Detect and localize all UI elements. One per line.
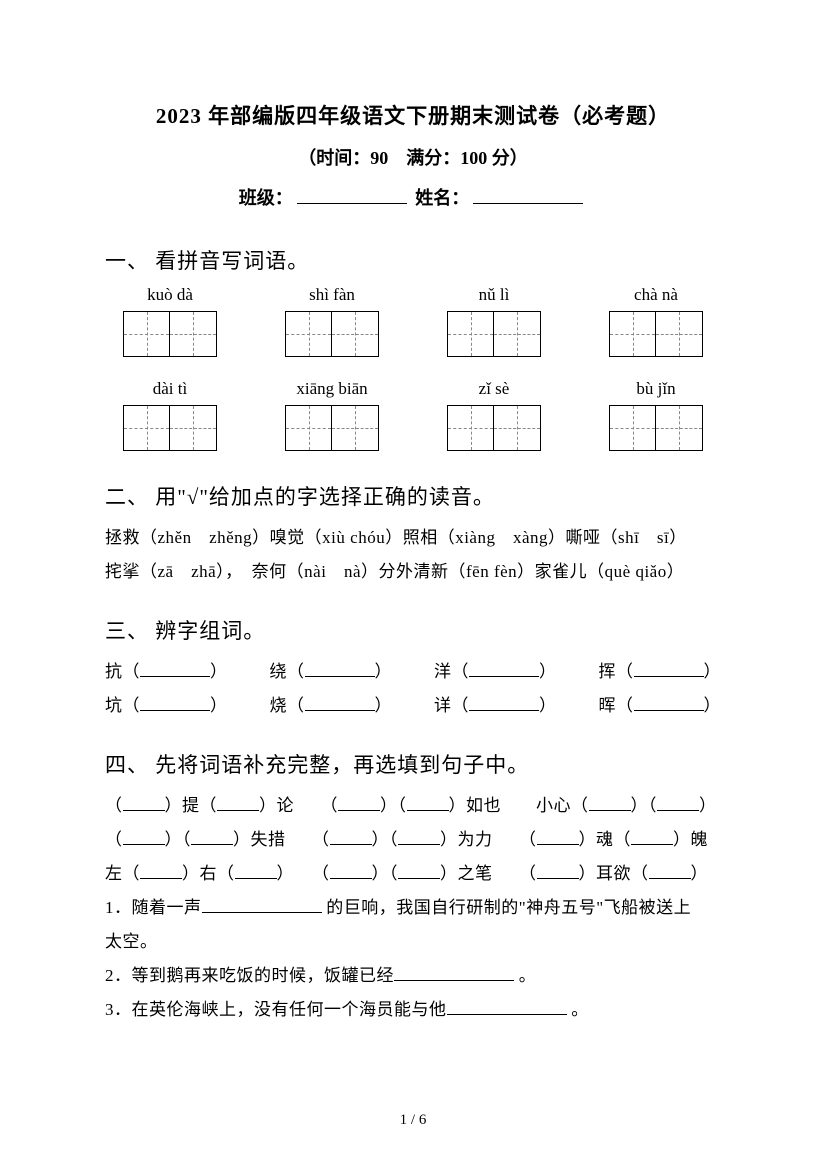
section-4-row-3: 左（）右（） （）（）之笔 （）耳欲（） <box>105 857 721 891</box>
fill-blank[interactable] <box>447 998 567 1015</box>
pinyin-item: kuò dà <box>105 285 235 361</box>
char-box[interactable] <box>285 405 379 451</box>
student-fields: 班级： 姓名： <box>105 184 721 210</box>
fill-blank[interactable] <box>589 794 631 811</box>
pinyin-label: dài tì <box>105 379 235 399</box>
section-3-title: 三、 辨字组词。 <box>105 615 721 645</box>
fill-blank[interactable] <box>123 828 165 845</box>
section-2-line-2: 挓挲（zā zhā）， 奈何（nài nà）分外清新（fēn fèn）家雀儿（q… <box>105 555 721 589</box>
pinyin-label: zǐ sè <box>429 379 559 399</box>
fill-blank[interactable] <box>649 862 691 879</box>
exam-title: 2023 年部编版四年级语文下册期末测试卷（必考题） <box>105 100 721 130</box>
section-1: 一、 看拼音写词语。 kuò dà shì fàn nǔ lì chà nà d… <box>105 245 721 455</box>
section-4: 四、 先将词语补充完整，再选填到句子中。 （）提（）论 （）（）如也 小心（）（… <box>105 749 721 1027</box>
char-box[interactable] <box>447 311 541 357</box>
fill-blank[interactable] <box>330 862 372 879</box>
char-box[interactable] <box>447 405 541 451</box>
name-blank[interactable] <box>473 203 583 204</box>
fill-blank[interactable] <box>305 660 375 677</box>
fill-blank[interactable] <box>469 694 539 711</box>
fill-blank[interactable] <box>217 794 259 811</box>
bianzi-row-1: 抗（） 绕（） 洋（） 挥（） <box>105 655 721 689</box>
section-1-title: 一、 看拼音写词语。 <box>105 245 721 275</box>
fill-blank[interactable] <box>634 694 704 711</box>
fill-blank[interactable] <box>537 862 579 879</box>
section-4-q1c: 太空。 <box>105 925 721 959</box>
char-box[interactable] <box>285 311 379 357</box>
page-number: 1 / 6 <box>0 1112 826 1129</box>
fill-blank[interactable] <box>202 896 322 913</box>
fill-blank[interactable] <box>657 794 699 811</box>
char-box[interactable] <box>123 405 217 451</box>
char-box[interactable] <box>609 311 703 357</box>
pinyin-row-2: dài tì xiāng biān zǐ sè bù jǐn <box>105 379 721 455</box>
fill-blank[interactable] <box>191 828 233 845</box>
bianzi-char: 挥 <box>599 662 617 681</box>
fill-blank[interactable] <box>537 828 579 845</box>
section-4-q3: 3．在英伦海峡上，没有任何一个海员能与他 。 <box>105 993 721 1027</box>
fill-blank[interactable] <box>140 694 210 711</box>
fill-blank[interactable] <box>398 862 440 879</box>
fill-blank[interactable] <box>123 794 165 811</box>
fill-blank[interactable] <box>469 660 539 677</box>
exam-subtitle: （时间：90 满分：100 分） <box>105 144 721 170</box>
bianzi-char: 绕 <box>270 662 288 681</box>
section-2-title: 二、 用"√"给加点的字选择正确的读音。 <box>105 481 721 511</box>
pinyin-item: shì fàn <box>267 285 397 361</box>
fill-blank[interactable] <box>398 828 440 845</box>
fill-blank[interactable] <box>140 660 210 677</box>
section-2-line-1: 拯救（zhěn zhěng）嗅觉（xiù chóu）照相（xiàng xàng）… <box>105 521 721 555</box>
bianzi-row-2: 坑（） 烧（） 详（） 晖（） <box>105 689 721 723</box>
section-4-row-2: （）（）失措 （）（）为力 （）魂（）魄 <box>105 823 721 857</box>
pinyin-label: bù jǐn <box>591 379 721 399</box>
fill-blank[interactable] <box>631 828 673 845</box>
pinyin-row-1: kuò dà shì fàn nǔ lì chà nà <box>105 285 721 361</box>
fill-blank[interactable] <box>235 862 277 879</box>
name-label: 姓名： <box>415 188 469 208</box>
fill-blank[interactable] <box>330 828 372 845</box>
exam-header: 2023 年部编版四年级语文下册期末测试卷（必考题） （时间：90 满分：100… <box>105 100 721 210</box>
bianzi-char: 洋 <box>434 662 452 681</box>
pinyin-item: chà nà <box>591 285 721 361</box>
pinyin-item: dài tì <box>105 379 235 455</box>
pinyin-item: bù jǐn <box>591 379 721 455</box>
fill-blank[interactable] <box>407 794 449 811</box>
fill-blank[interactable] <box>140 862 182 879</box>
class-label: 班级： <box>239 188 293 208</box>
class-blank[interactable] <box>297 203 407 204</box>
pinyin-item: zǐ sè <box>429 379 559 455</box>
fill-blank[interactable] <box>394 964 514 981</box>
pinyin-label: xiāng biān <box>267 379 397 399</box>
bianzi-char: 详 <box>434 696 452 715</box>
pinyin-label: kuò dà <box>105 285 235 305</box>
bianzi-char: 烧 <box>270 696 288 715</box>
bianzi-char: 抗 <box>105 662 123 681</box>
section-4-row-1: （）提（）论 （）（）如也 小心（）（） <box>105 789 721 823</box>
pinyin-item: xiāng biān <box>267 379 397 455</box>
char-box[interactable] <box>609 405 703 451</box>
pinyin-label: chà nà <box>591 285 721 305</box>
char-box[interactable] <box>123 311 217 357</box>
section-4-q2: 2．等到鹅再来吃饭的时候，饭罐已经 。 <box>105 959 721 993</box>
pinyin-item: nǔ lì <box>429 285 559 361</box>
section-3: 三、 辨字组词。 抗（） 绕（） 洋（） 挥（） 坑（） 烧（） 详（） 晖（） <box>105 615 721 723</box>
bianzi-char: 晖 <box>599 696 617 715</box>
pinyin-label: nǔ lì <box>429 285 559 305</box>
section-2: 二、 用"√"给加点的字选择正确的读音。 拯救（zhěn zhěng）嗅觉（xi… <box>105 481 721 589</box>
bianzi-char: 坑 <box>105 696 123 715</box>
fill-blank[interactable] <box>338 794 380 811</box>
fill-blank[interactable] <box>634 660 704 677</box>
pinyin-label: shì fàn <box>267 285 397 305</box>
fill-blank[interactable] <box>305 694 375 711</box>
section-4-title: 四、 先将词语补充完整，再选填到句子中。 <box>105 749 721 779</box>
section-4-q1: 1．随着一声 的巨响，我国自行研制的"神舟五号"飞船被送上 <box>105 891 721 925</box>
